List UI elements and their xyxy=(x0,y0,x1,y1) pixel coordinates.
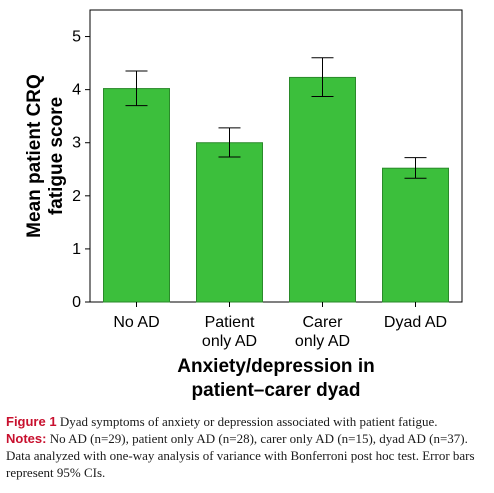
x-category-label: Carer only AD xyxy=(295,314,350,350)
bar-chart: Mean patient CRQfatigue score 0 1 2 3 4 5 No A… xyxy=(24,9,463,401)
bar xyxy=(196,142,263,303)
bar xyxy=(382,167,449,303)
y-axis-title-text: Mean patient CRQfatigue score xyxy=(24,74,67,238)
notes-text: No AD (n=29), patient only AD (n=28), ca… xyxy=(6,431,475,480)
x-category-label: No AD xyxy=(113,314,159,331)
y-tick-label: 5 xyxy=(72,29,81,46)
y-axis-title: Mean patient CRQfatigue score xyxy=(24,74,67,238)
y-tick-label: 0 xyxy=(72,294,81,311)
bar xyxy=(103,88,170,303)
figure-caption: Figure 1 Dyad symptoms of anxiety or dep… xyxy=(6,413,488,481)
y-tick-label: 3 xyxy=(72,135,81,152)
figure-label: Figure 1 xyxy=(6,414,57,429)
plot-frame xyxy=(89,9,463,303)
x-category-label: Patient only AD xyxy=(202,314,257,350)
x-category-label: Dyad AD xyxy=(384,314,447,331)
x-axis-title: Anxiety/depression in patient–carer dyad xyxy=(177,356,374,401)
y-tick-label: 2 xyxy=(72,188,81,205)
bar xyxy=(289,76,356,303)
y-tick-label: 4 xyxy=(72,82,81,99)
figure-text: Dyad symptoms of anxiety or depression a… xyxy=(56,414,438,429)
y-tick-label: 1 xyxy=(72,241,81,258)
plot-area: 0 1 2 3 4 5 No AD Patient only AD Carer only AD Dya… xyxy=(72,9,463,350)
figure-title-line: Figure 1 Dyad symptoms of anxiety or dep… xyxy=(6,413,488,430)
x-axis-title-text: Anxiety/depression in patient–carer dyad xyxy=(177,356,374,401)
notes-label: Notes: xyxy=(6,431,47,446)
notes-line: Notes: No AD (n=29), patient only AD (n=… xyxy=(6,430,488,481)
